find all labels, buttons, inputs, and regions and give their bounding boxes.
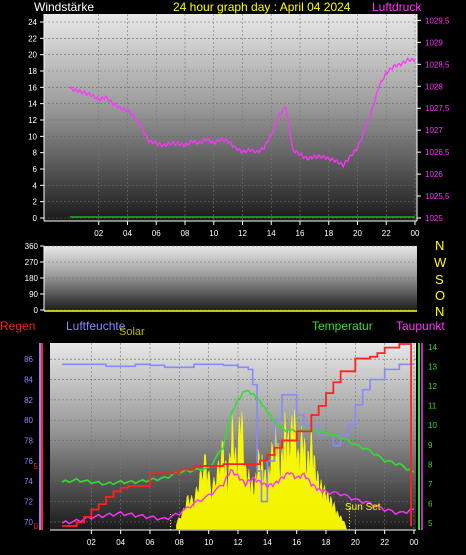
- wind-tick-label: 8: [33, 149, 38, 158]
- time-tick-label: 22: [382, 229, 391, 238]
- pressure-tick-label: 1028,5: [425, 60, 450, 69]
- solar-label: Solar: [119, 326, 145, 338]
- compass-n-top: N: [435, 238, 445, 253]
- compass-o: O: [435, 288, 446, 303]
- temperature-tick-label: 10: [428, 421, 437, 430]
- direction-tick-label: 90: [29, 290, 38, 299]
- compass-w: W: [434, 255, 447, 270]
- temperature-tick-label: 6: [428, 500, 433, 509]
- direction-tick-label: 0: [34, 306, 39, 315]
- time-tick-label: 20: [353, 229, 362, 238]
- pressure-tick-label: 1027: [425, 126, 443, 135]
- weather-time-tick-label: 12: [234, 538, 243, 547]
- humidity-tick-label: 76: [24, 457, 33, 466]
- wind-tick-label: 10: [28, 132, 37, 141]
- time-tick-label: 16: [296, 229, 305, 238]
- dewpoint-series-line: [61, 468, 415, 525]
- temperature-tick-label: 9: [428, 441, 433, 450]
- pressure-tick-label: 1029: [425, 38, 443, 47]
- humidity-tick-label: 74: [24, 477, 33, 486]
- weather-time-tick-label: 18: [322, 538, 331, 547]
- sun-set-annotation: Sun Set: [345, 502, 381, 513]
- weather-time-tick-label: 14: [263, 538, 272, 547]
- weather-time-tick-label: 16: [292, 538, 301, 547]
- wind-tick-label: 22: [28, 34, 37, 43]
- humidity-tick-label: 86: [24, 355, 33, 364]
- humidity-tick-label: 82: [24, 396, 33, 405]
- pressure-series-line: [69, 56, 416, 169]
- wind-direction-plot-area: [44, 246, 417, 311]
- wind-pressure-plot-area: [44, 14, 417, 221]
- wind-tick-label: 2: [33, 198, 38, 207]
- compass-n-bottom: N: [435, 304, 445, 319]
- pressure-tick-label: 1026: [425, 170, 443, 179]
- weather-time-tick-label: 00: [410, 538, 419, 547]
- pressure-tick-label: 1026,5: [425, 148, 450, 157]
- pressure-tick-label: 1027,5: [425, 104, 450, 113]
- pressure-tick-label: 1025: [425, 214, 443, 223]
- compass-s: S: [435, 272, 444, 287]
- time-tick-label: 14: [267, 229, 276, 238]
- weather-time-tick-label: 10: [204, 538, 213, 547]
- temperature-tick-label: 8: [428, 460, 433, 469]
- wind-tick-label: 14: [28, 100, 37, 109]
- dewpoint-label: Taupunkt: [396, 319, 445, 333]
- weather-time-tick-label: 02: [87, 538, 96, 547]
- temperature-series-line: [61, 389, 415, 486]
- temperature-tick-label: 5: [428, 519, 433, 528]
- direction-tick-label: 180: [25, 274, 39, 283]
- time-tick-label: 12: [238, 229, 247, 238]
- humidity-label: Luftfeuchte: [66, 319, 126, 333]
- time-tick-label: 04: [123, 229, 132, 238]
- temperature-tick-label: 12: [428, 382, 437, 391]
- rain-series-line: [62, 343, 412, 527]
- rain-label: Regen: [0, 319, 36, 333]
- weather-time-tick-label: 06: [146, 538, 155, 547]
- temperature-tick-label: 13: [428, 363, 437, 372]
- humidity-tick-label: 72: [24, 498, 33, 507]
- wind-tick-label: 20: [28, 51, 37, 60]
- wind-tick-label: 18: [28, 67, 37, 76]
- direction-tick-label: 360: [25, 242, 39, 251]
- humidity-tick-label: 80: [24, 416, 33, 425]
- humidity-tick-label: 78: [24, 437, 33, 446]
- wind-tick-label: 12: [28, 116, 37, 125]
- pressure-label: Luftdruck: [372, 0, 422, 14]
- weather-time-tick-label: 20: [351, 538, 360, 547]
- wind-label: Windstärke: [34, 0, 95, 14]
- pressure-tick-label: 1028: [425, 82, 443, 91]
- humidity-tick-label: 84: [24, 376, 33, 385]
- time-tick-label: 18: [324, 229, 333, 238]
- temperature-tick-label: 14: [428, 343, 437, 352]
- time-tick-label: 02: [94, 229, 103, 238]
- humidity-series-line: [62, 363, 414, 503]
- pressure-tick-label: 1029,5: [425, 16, 450, 25]
- weather-time-tick-label: 04: [116, 538, 125, 547]
- wind-tick-label: 4: [33, 181, 38, 190]
- wind-tick-label: 16: [28, 83, 37, 92]
- wind-tick-label: 24: [28, 18, 37, 27]
- weather-time-tick-label: 08: [175, 538, 184, 547]
- humidity-tick-label: 70: [24, 518, 33, 527]
- time-tick-label: 10: [209, 229, 218, 238]
- pressure-tick-label: 1025,5: [425, 192, 450, 201]
- rain-tick-label: 0: [34, 522, 39, 531]
- weather-time-tick-label: 22: [380, 538, 389, 547]
- time-tick-label: 06: [152, 229, 161, 238]
- temperature-label: Temperatur: [312, 319, 373, 333]
- direction-tick-label: 270: [25, 258, 39, 267]
- rain-tick-label: 5: [34, 462, 39, 471]
- time-tick-label: 00: [411, 229, 420, 238]
- temperature-tick-label: 11: [428, 402, 437, 411]
- wind-tick-label: 6: [33, 165, 38, 174]
- chart-title: 24 hour graph day : April 04 2024: [173, 0, 351, 14]
- wind-tick-label: 0: [33, 214, 38, 223]
- time-tick-label: 08: [181, 229, 190, 238]
- temperature-tick-label: 7: [428, 480, 433, 489]
